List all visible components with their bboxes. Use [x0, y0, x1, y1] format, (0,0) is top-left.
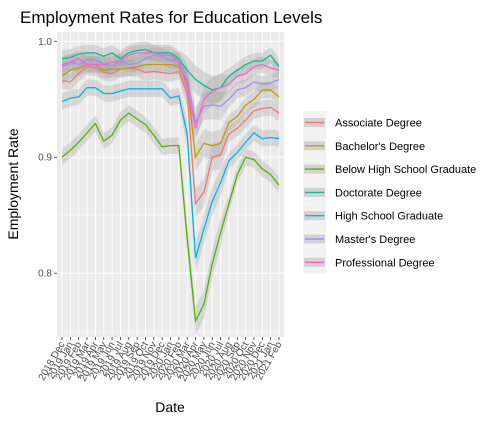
series-line [61, 52, 280, 129]
y-tick-label: 1.0 [38, 37, 52, 48]
legend: Associate Degree Bachelor's Degree Below H… [303, 111, 476, 274]
series-line [61, 112, 280, 324]
chart-title: Employment Rates for Education Levels [20, 8, 322, 27]
y-tick-label: 0.9 [38, 153, 52, 164]
legend-label: High School Graduate [335, 211, 443, 223]
legend-label: Bachelor's Degree [335, 141, 425, 153]
series-lines [61, 48, 280, 324]
legend-label: Master's Degree [335, 234, 415, 246]
series-line [61, 63, 280, 160]
legend-label: Associate Degree [335, 118, 422, 130]
series-line [61, 54, 280, 125]
series-line [61, 87, 280, 259]
confidence-band [62, 41, 279, 104]
confidence-band [62, 79, 279, 273]
y-axis: 0.8 0.9 1.0 [38, 37, 57, 280]
series-line [61, 66, 280, 206]
confidence-band [62, 58, 279, 218]
x-axis-title: Date [155, 399, 185, 415]
y-tick-label: 0.8 [38, 269, 52, 280]
legend-label: Doctorate Degree [335, 187, 422, 199]
confidence-band [62, 105, 279, 335]
y-axis-title: Employment Rate [5, 128, 21, 239]
legend-label: Below High School Graduate [335, 164, 476, 176]
grid [57, 32, 284, 337]
legend-label: Professional Degree [335, 257, 435, 269]
series-line [61, 48, 280, 91]
confidence-band [62, 56, 279, 172]
